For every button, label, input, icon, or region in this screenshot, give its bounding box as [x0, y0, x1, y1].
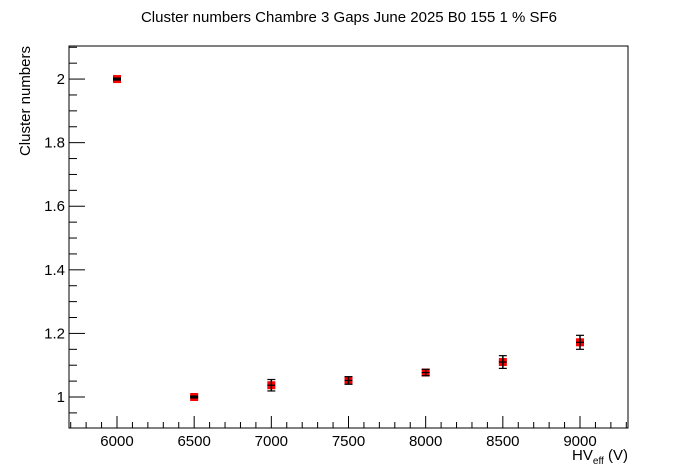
x-axis-title-subscript: eff	[593, 456, 604, 467]
y-tick-label: 2	[57, 71, 65, 88]
data-point	[267, 378, 276, 392]
chart-title: Cluster numbers Chambre 3 Gaps June 2025…	[141, 9, 557, 26]
y-axis-title: Cluster numbers	[17, 46, 34, 156]
y-tick-label: 1.4	[44, 262, 65, 279]
x-axis-title-unit: (V)	[604, 447, 628, 464]
data-point	[344, 376, 353, 385]
plot-frame	[68, 45, 629, 429]
data-point	[190, 393, 199, 402]
x-axis-title: HVeff (V)	[572, 447, 628, 467]
data-points	[112, 75, 585, 402]
x-tick-label: 8500	[486, 433, 519, 450]
y-axis-ticks	[69, 46, 85, 414]
y-axis-tick-labels: 1 1.2 1.4 1.6 1.8 2	[44, 71, 65, 406]
y-tick-label: 1.8	[44, 135, 65, 152]
y-tick-label: 1	[57, 389, 65, 406]
x-tick-label: 9000	[563, 433, 596, 450]
x-tick-label: 8000	[409, 433, 442, 450]
y-tick-label: 1.6	[44, 198, 65, 215]
data-point	[498, 355, 507, 369]
x-axis-title-main: HV	[572, 447, 593, 464]
data-point	[576, 334, 585, 350]
x-tick-label: 7000	[255, 433, 288, 450]
x-tick-label: 6000	[100, 433, 133, 450]
x-tick-label: 6500	[177, 433, 210, 450]
data-point	[421, 368, 430, 377]
data-point	[112, 75, 121, 84]
x-axis-tick-labels: 6000 6500 7000 7500 8000 8500 9000	[100, 433, 596, 450]
x-tick-label: 7500	[332, 433, 365, 450]
y-tick-label: 1.2	[44, 325, 65, 342]
x-axis-ticks	[70, 416, 627, 428]
